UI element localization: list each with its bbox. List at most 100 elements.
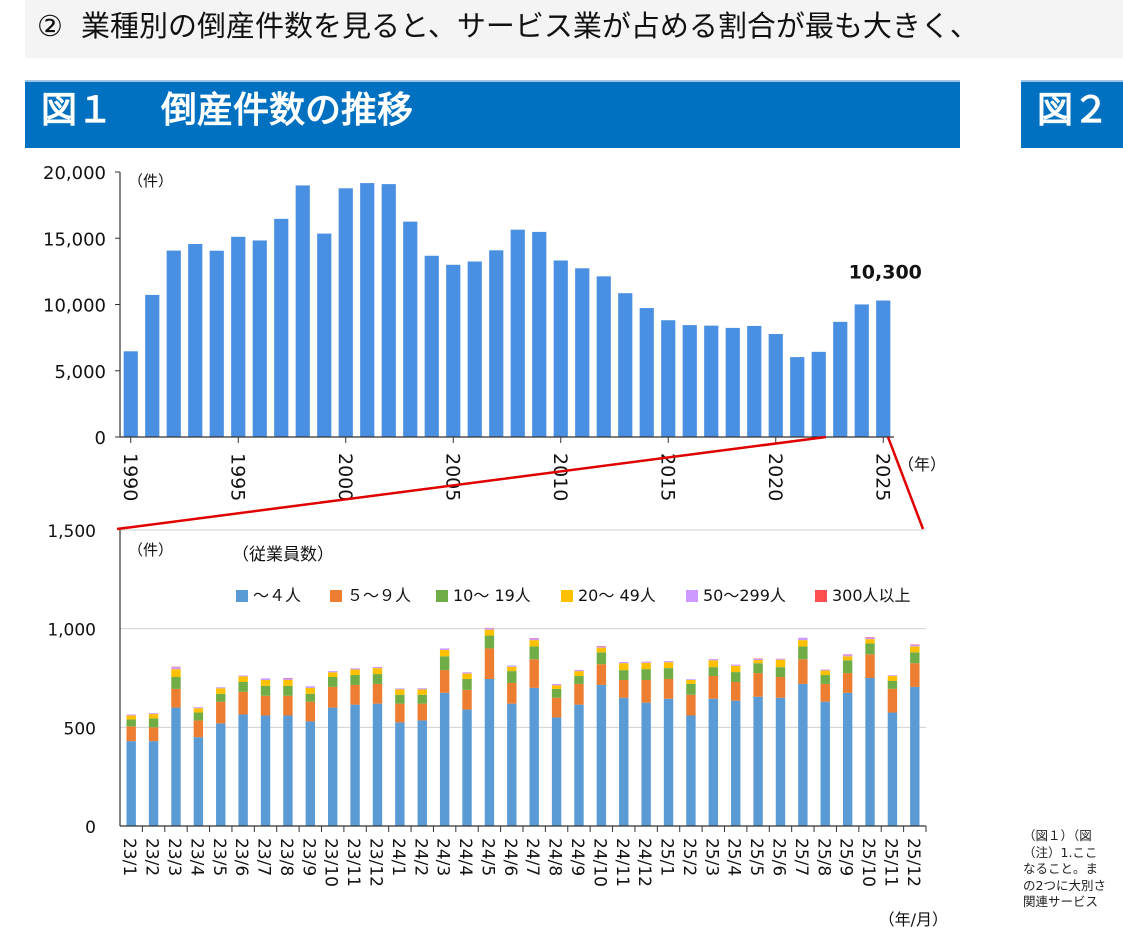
stacked-segment — [887, 676, 898, 681]
x-tick-label: 24/6 — [500, 838, 520, 876]
legend-label: 20～ 49人 — [578, 586, 656, 605]
x-tick-label: 24/12 — [634, 838, 654, 887]
bar-year-2023 — [833, 321, 848, 437]
stacked-segment — [283, 685, 293, 696]
y-tick-label: 1,500 — [47, 522, 96, 542]
stacked-segment — [372, 668, 383, 675]
stacked-segment — [574, 676, 584, 684]
y-tick-label: 5,000 — [54, 362, 106, 383]
stacked-segment — [574, 704, 584, 826]
x-tick-label: 2025 — [871, 453, 893, 501]
stacked-segment — [663, 662, 674, 669]
stacked-segment — [663, 678, 674, 699]
x-tick-label: 23/6 — [231, 838, 251, 876]
x-tick-label: 25/4 — [724, 838, 744, 876]
header-text: 業種別の倒産件数を見ると、サービス業が占める割合が最も大きく、 — [81, 9, 979, 43]
stacked-segment — [910, 644, 920, 647]
x-tick-label: 25/7 — [791, 838, 811, 876]
stacked-segment — [910, 686, 920, 826]
stacked-segment — [529, 659, 539, 688]
stacked-segment — [148, 713, 159, 715]
x-tick-label: 25/9 — [836, 838, 856, 876]
stacked-segment — [193, 720, 204, 738]
stacked-segment — [507, 703, 517, 826]
stacked-segment — [305, 686, 316, 688]
stacked-segment — [171, 667, 181, 670]
stacked-segment — [798, 637, 808, 641]
stacked-segment — [216, 693, 226, 702]
bar-year-1999 — [317, 233, 332, 437]
x-tick-label: 24/8 — [545, 838, 565, 876]
legend-label: ５～９人 — [347, 586, 411, 605]
bar-year-2019 — [747, 325, 762, 437]
stacked-segment — [148, 741, 159, 826]
stacked-segment — [865, 654, 875, 678]
stacked-segment — [551, 683, 562, 686]
stacked-segment — [730, 672, 741, 682]
legend-label: ～４人 — [253, 586, 301, 605]
stacked-segment — [193, 712, 204, 721]
stacked-segment — [417, 689, 427, 695]
stacked-segment — [484, 629, 495, 636]
footnote-line: （図１）（図 — [1023, 828, 1092, 843]
figure1-title: 倒産件数の推移 — [161, 90, 414, 131]
stacked-segment — [551, 717, 562, 826]
stacked-segment — [730, 681, 741, 701]
stacked-segment — [730, 700, 741, 826]
stacked-segment — [327, 677, 338, 687]
y-tick-label: 20,000 — [43, 163, 106, 184]
stacked-segment — [171, 677, 181, 689]
x-tick-label: 2000 — [334, 453, 356, 501]
stacked-segment — [619, 697, 629, 826]
stacked-segment — [574, 683, 584, 705]
bar-year-2000 — [338, 188, 353, 437]
stacked-segment — [126, 715, 136, 720]
footnote-line: 関連サービス — [1023, 894, 1099, 909]
x-tick-label: 23/12 — [365, 838, 385, 887]
bar-year-2024 — [854, 304, 869, 437]
bar-year-2012 — [596, 276, 611, 437]
stacked-segment — [327, 672, 338, 678]
figure1-banner: 図１ 倒産件数の推移 — [25, 80, 960, 148]
stacked-segment — [596, 647, 607, 653]
stacked-segment — [484, 678, 495, 826]
x-unit-label: （年/月） — [879, 910, 948, 929]
stacked-segment — [484, 628, 495, 630]
stacked-segment — [216, 688, 226, 694]
stacked-segment — [775, 677, 786, 698]
stacked-segment — [216, 701, 226, 724]
bar-year-2020 — [768, 334, 783, 437]
stacked-segment — [238, 676, 248, 682]
bar-year-2014 — [639, 308, 654, 437]
stacked-segment — [798, 683, 808, 826]
x-tick-label: 23/7 — [254, 838, 274, 876]
stacked-segment — [842, 673, 853, 693]
stacked-segment — [439, 656, 450, 671]
stacked-segment — [148, 714, 159, 719]
stacked-segment — [887, 688, 898, 713]
stacked-segment — [260, 678, 271, 680]
stacked-segment — [439, 649, 450, 657]
stacked-segment — [798, 659, 808, 684]
stacked-segment — [820, 675, 830, 684]
footnote-line: （注）1.ここ — [1023, 844, 1098, 860]
legend-title: （従業員数） — [232, 545, 334, 565]
stacked-segment — [507, 682, 517, 704]
bar-year-2005 — [446, 264, 461, 437]
x-tick-label: 2005 — [441, 453, 463, 501]
stacked-segment — [708, 659, 719, 661]
stacked-segment — [148, 727, 159, 742]
stacked-segment — [596, 652, 607, 665]
legend-label: 300人以上 — [832, 586, 911, 605]
stacked-segment — [887, 675, 898, 677]
legend-swatch — [330, 590, 342, 602]
bar-year-1992 — [166, 250, 181, 437]
stacked-segment — [462, 678, 472, 690]
stacked-segment — [910, 652, 920, 664]
stacked-segment — [619, 662, 629, 664]
stacked-segment — [260, 679, 271, 686]
stacked-segment — [193, 707, 204, 709]
stacked-segment — [305, 701, 316, 722]
stacked-segment — [305, 687, 316, 694]
